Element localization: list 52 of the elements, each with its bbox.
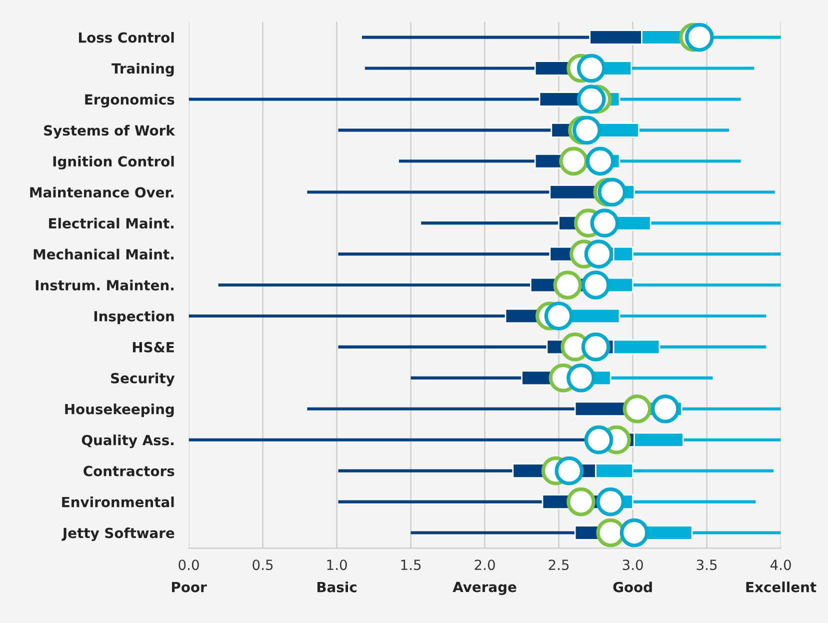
x-tick-label: 2.5: [548, 560, 569, 570]
point: [553, 270, 582, 300]
x-tick-label: 0.5: [252, 560, 273, 570]
text: Good: [613, 582, 652, 592]
y-tick-label: Jetty Software: [62, 527, 174, 542]
point: [581, 270, 610, 300]
y-tick-label: Mechanical Maint.: [34, 248, 174, 260]
y-tick-label: Environmental: [62, 496, 174, 508]
y-tick-label: Loss Control: [79, 32, 174, 43]
x-tick-label: 1.0: [327, 560, 347, 570]
text: Basic: [317, 582, 356, 592]
point: [620, 518, 649, 548]
point: [598, 178, 626, 207]
point: [586, 146, 615, 176]
point: [590, 208, 620, 238]
point: [554, 456, 584, 486]
point: [622, 394, 652, 424]
y-tick-label: Training: [112, 62, 174, 77]
y-tick-label: Maintenance Over.: [30, 186, 174, 198]
point: [566, 487, 596, 516]
text: Average: [452, 582, 516, 596]
y-tick-label: Electrical Maint.: [49, 218, 174, 229]
point: [584, 240, 614, 268]
point: [576, 54, 606, 83]
x-tick-label: 3.5: [696, 560, 717, 570]
point: [572, 116, 602, 145]
x-tick-label: 4.0: [770, 560, 791, 570]
point: [576, 84, 606, 114]
point: [559, 146, 588, 176]
y-tick-label: Systems of Work: [44, 124, 176, 138]
point: [596, 487, 626, 516]
y-tick-label: Contractors: [84, 466, 174, 476]
point: [544, 302, 574, 330]
y-tick-label: Housekeeping: [65, 404, 174, 418]
point: [650, 394, 680, 424]
y-tick-label: Instrum. Mainten.: [36, 280, 174, 290]
point: [581, 332, 610, 362]
y-tick-label: Quality Ass.: [82, 434, 174, 448]
y-tick-label: Inspection: [94, 310, 174, 324]
text: Excellent: [746, 582, 816, 592]
point: [566, 364, 596, 392]
y-tick-label: Security: [111, 372, 175, 386]
x-tick-label: 2.0: [474, 560, 495, 570]
x-tick-label: 0.0: [178, 560, 199, 570]
text: Poor: [172, 582, 207, 592]
y-tick-label: Ignition Control: [53, 156, 174, 170]
x-tick-label: 1.5: [401, 560, 421, 570]
point: [684, 22, 714, 52]
point: [584, 425, 614, 454]
x-tick-label: 3.0: [622, 560, 643, 570]
y-tick-label: Ergonomics: [85, 94, 174, 108]
y-tick-label: HS&E: [132, 342, 174, 352]
